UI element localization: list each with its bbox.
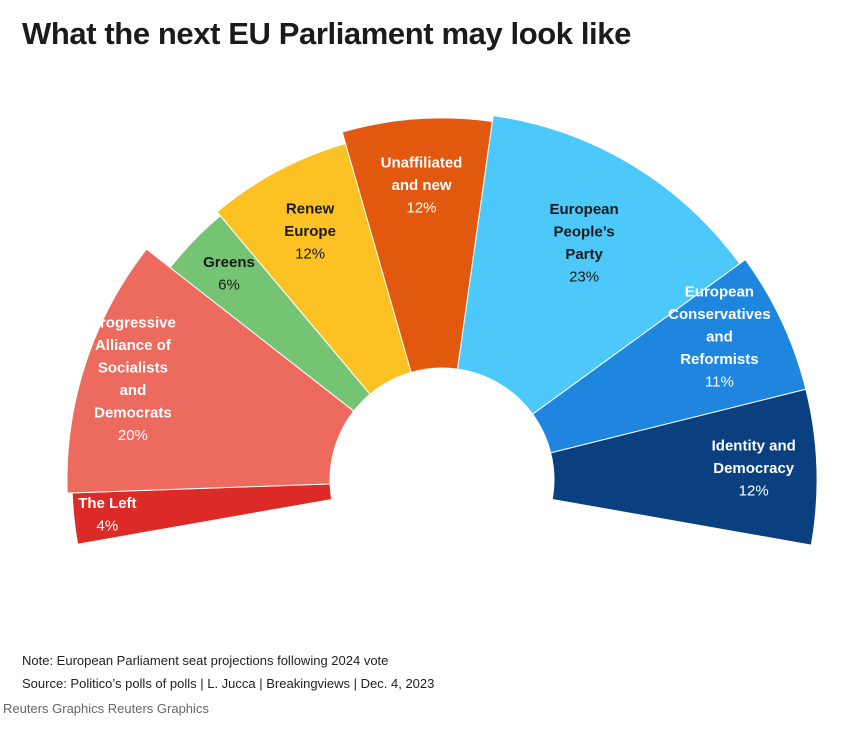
chart-title: What the next EU Parliament may look lik… bbox=[22, 16, 631, 51]
chart-source: Source: Politico’s polls of polls | L. J… bbox=[22, 676, 435, 691]
value-label-unaffiliated: 12% bbox=[406, 200, 436, 217]
name-label-ecr: Reformists bbox=[680, 351, 758, 368]
name-label-renew: Renew bbox=[286, 200, 335, 217]
name-label-the-left: The Left bbox=[78, 495, 136, 512]
name-label-sd: Progressive bbox=[90, 314, 176, 331]
value-label-ecr: 11% bbox=[705, 373, 734, 390]
name-label-epp: People’s bbox=[554, 223, 615, 240]
name-label-sd: and bbox=[120, 382, 147, 399]
label-unaffiliated: Unaffiliated and new 12% bbox=[381, 155, 463, 217]
segment-id bbox=[550, 388, 818, 546]
chart-note: Note: European Parliament seat projectio… bbox=[22, 653, 389, 668]
segment-epp bbox=[457, 115, 741, 415]
name-label-sd: Democrats bbox=[94, 404, 172, 421]
value-label-sd: 20% bbox=[118, 427, 148, 444]
value-label-epp: 23% bbox=[569, 268, 599, 285]
name-label-greens: Greens bbox=[203, 254, 255, 271]
name-label-epp: Party bbox=[565, 246, 603, 263]
value-label-the-left: 4% bbox=[97, 517, 119, 534]
label-ecr: European Conservatives and Reformists 11% bbox=[668, 283, 771, 390]
segment-the-left bbox=[71, 483, 333, 545]
name-label-ecr: Conservatives bbox=[668, 306, 771, 323]
name-label-ecr: European bbox=[685, 283, 754, 300]
chart-credit: Reuters Graphics Reuters Graphics bbox=[3, 701, 209, 716]
name-label-id: Democracy bbox=[713, 460, 795, 477]
name-label-sd: Socialists bbox=[98, 359, 168, 376]
name-label-ecr: and bbox=[706, 328, 733, 345]
name-label-id: Identity and bbox=[712, 438, 796, 455]
label-renew: Renew Europe 12% bbox=[284, 200, 336, 262]
label-id: Identity and Democracy 12% bbox=[712, 438, 796, 500]
name-label-sd: Alliance of bbox=[95, 337, 172, 354]
name-label-renew: Europe bbox=[284, 223, 336, 240]
segment-sd bbox=[66, 248, 355, 494]
name-label-unaffiliated: and new bbox=[391, 177, 451, 194]
label-sd: Progressive Alliance of Socialists and Democ… bbox=[90, 314, 176, 444]
label-epp: European People’s Party 23% bbox=[550, 201, 619, 285]
name-label-epp: European bbox=[550, 201, 619, 218]
value-label-greens: 6% bbox=[218, 277, 240, 294]
value-label-id: 12% bbox=[739, 483, 769, 500]
label-greens: Greens 6% bbox=[203, 254, 255, 294]
name-label-unaffiliated: Unaffiliated bbox=[381, 155, 463, 172]
value-label-renew: 12% bbox=[295, 245, 325, 262]
parliament-chart: The Left 4% Progressive Alliance of Socialis… bbox=[66, 115, 818, 546]
label-the-left: The Left 4% bbox=[78, 495, 136, 535]
